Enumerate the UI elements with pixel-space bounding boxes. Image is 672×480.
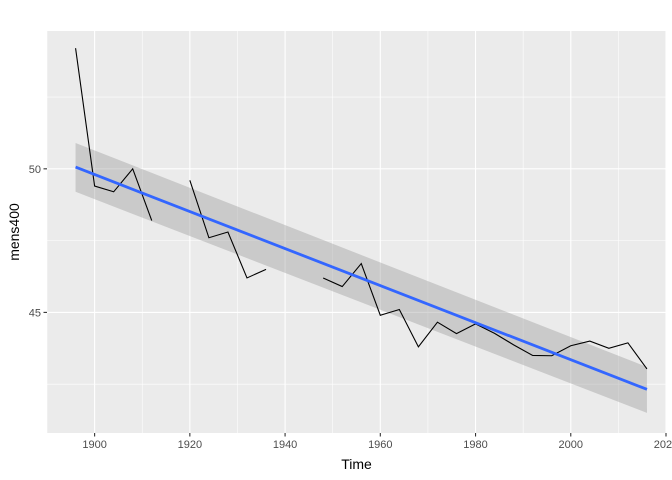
grid-minor <box>46 31 666 433</box>
x-tick-label: 1940 <box>273 439 297 451</box>
series-lines <box>75 48 648 370</box>
x-axis-ticks: 1900 1920 1940 1960 1980 2000 2020 <box>82 433 672 451</box>
x-tick-label: 2020 <box>654 439 672 451</box>
x-tick-label: 1900 <box>82 439 106 451</box>
series-line-segment <box>75 48 153 221</box>
series-line-segment <box>189 180 267 279</box>
x-axis-title: Time <box>341 456 372 472</box>
x-tick-label: 1980 <box>463 439 487 451</box>
grid-major <box>47 31 667 433</box>
x-tick-label: 1920 <box>178 439 202 451</box>
x-tick-label: 1960 <box>368 439 392 451</box>
trend-line <box>75 165 648 391</box>
y-tick-label: 50 <box>29 164 41 176</box>
x-tick-label: 2000 <box>559 439 583 451</box>
y-axis-ticks: 45 50 <box>29 164 47 319</box>
y-tick-label: 45 <box>29 307 41 319</box>
panel-background <box>47 31 666 433</box>
y-axis-title: mens400 <box>6 203 22 261</box>
series-line-segment <box>322 262 648 370</box>
